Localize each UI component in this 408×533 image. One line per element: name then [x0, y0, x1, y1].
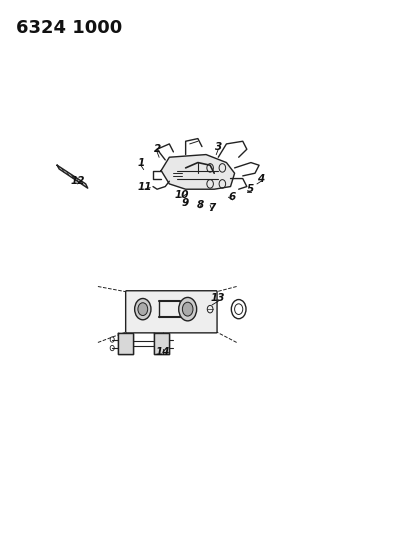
Text: 6: 6: [229, 192, 236, 202]
Circle shape: [135, 298, 151, 320]
FancyBboxPatch shape: [126, 291, 217, 333]
Text: 6324 1000: 6324 1000: [16, 19, 122, 37]
Text: 10: 10: [174, 190, 189, 199]
Text: 5: 5: [247, 184, 255, 194]
Text: 2: 2: [153, 144, 161, 154]
Circle shape: [138, 303, 148, 316]
Polygon shape: [57, 165, 88, 188]
Text: 4: 4: [257, 174, 265, 183]
Text: 8: 8: [196, 200, 204, 210]
Text: 13: 13: [211, 294, 226, 303]
Text: 1: 1: [137, 158, 144, 167]
Polygon shape: [154, 333, 169, 354]
Text: 11: 11: [137, 182, 152, 191]
Text: 12: 12: [70, 176, 85, 186]
Circle shape: [179, 297, 197, 321]
Text: 7: 7: [208, 203, 216, 213]
Polygon shape: [118, 333, 133, 354]
Circle shape: [182, 302, 193, 316]
Text: 14: 14: [156, 347, 171, 357]
Polygon shape: [161, 155, 235, 189]
Text: 3: 3: [215, 142, 222, 151]
Text: 9: 9: [182, 198, 189, 207]
